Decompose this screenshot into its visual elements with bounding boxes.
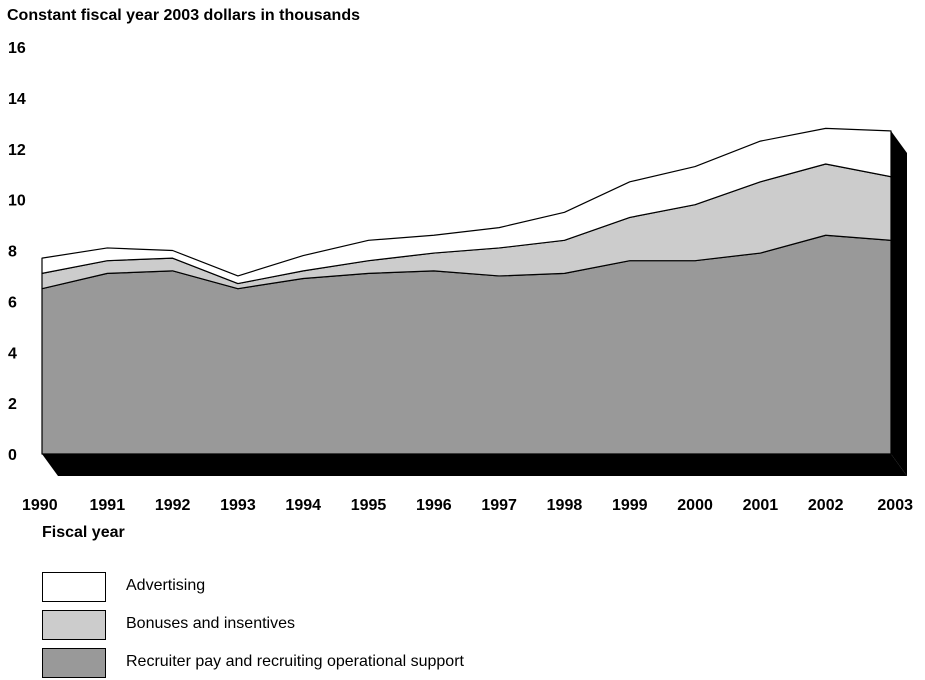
legend-swatch-recruiter-pay — [42, 648, 106, 678]
x-tick-label: 1995 — [351, 497, 387, 514]
x-axis-label: Fiscal year — [42, 524, 125, 541]
x-tick-label: 2003 — [877, 497, 913, 514]
chart-area-layer — [41, 127, 892, 455]
x-tick-label: 1994 — [285, 497, 321, 514]
y-tick-label: 4 — [8, 345, 17, 362]
x-tick-label: 1990 — [22, 497, 58, 514]
x-tick-label: 2001 — [743, 497, 779, 514]
y-axis-ticks: 0 2 4 6 8 10 12 14 16 — [8, 40, 26, 464]
chart-depth-shadow — [42, 130, 907, 476]
x-tick-label: 1996 — [416, 497, 452, 514]
legend-item-recruiter-pay: Recruiter pay and recruiting operational… — [42, 648, 642, 680]
y-tick-label: 0 — [8, 447, 17, 464]
depth-side — [891, 130, 907, 476]
y-tick-label: 6 — [8, 294, 17, 311]
y-tick-label: 12 — [8, 142, 26, 159]
legend-item-bonuses: Bonuses and insentives — [42, 610, 642, 642]
legend-label-advertising: Advertising — [126, 577, 206, 594]
y-tick-label: 14 — [8, 91, 26, 108]
x-axis-ticks: 1990 1991 1992 1993 1994 1995 1996 1997 1998 1999… — [22, 497, 913, 514]
depth-floor — [42, 454, 907, 476]
legend-swatch-advertising — [42, 572, 106, 602]
y-tick-label: 16 — [8, 40, 26, 57]
x-tick-label: 1999 — [612, 497, 648, 514]
series-area-advertising — [41, 127, 892, 285]
x-tick-label: 1998 — [547, 497, 583, 514]
legend-label-bonuses: Bonuses and insentives — [126, 615, 295, 632]
y-axis-label: Constant fiscal year 2003 dollars in tho… — [7, 7, 360, 24]
x-tick-label: 2002 — [808, 497, 844, 514]
y-tick-label: 10 — [8, 193, 26, 210]
x-tick-label: 1993 — [220, 497, 256, 514]
x-tick-label: 1997 — [481, 497, 517, 514]
x-tick-label: 1991 — [90, 497, 126, 514]
x-tick-label: 1992 — [155, 497, 191, 514]
x-tick-label: 2000 — [677, 497, 713, 514]
legend-item-advertising: Advertising — [42, 572, 642, 604]
legend-label-recruiter-pay: Recruiter pay and recruiting operational… — [126, 653, 464, 670]
legend-swatch-bonuses — [42, 610, 106, 640]
y-tick-label: 2 — [8, 396, 17, 413]
y-tick-label: 8 — [8, 244, 17, 261]
